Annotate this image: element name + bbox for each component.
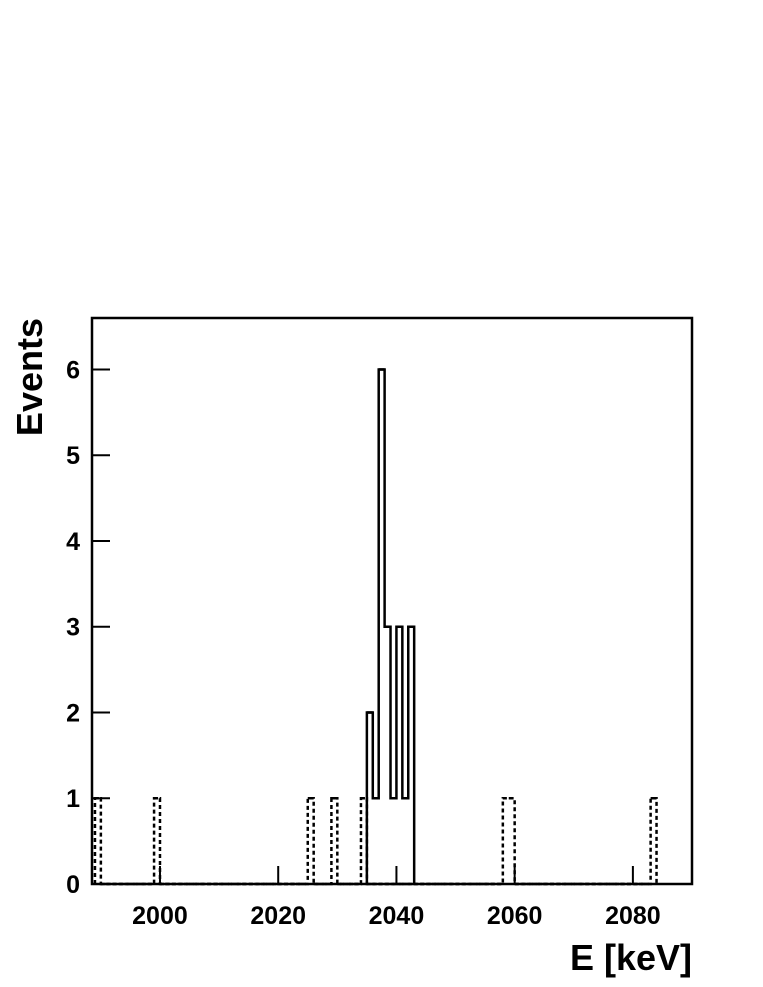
y-tick-label: 6 xyxy=(66,356,80,384)
x-tick-label: 2020 xyxy=(250,902,306,930)
x-tick-label: 2080 xyxy=(605,902,661,930)
y-axis-title: Events xyxy=(9,318,50,436)
x-tick-label: 2040 xyxy=(369,902,425,930)
x-tick-label: 2060 xyxy=(487,902,543,930)
y-tick-label: 5 xyxy=(66,442,80,470)
x-tick-label: 2000 xyxy=(132,902,188,930)
y-tick-label: 3 xyxy=(66,614,80,642)
histogram-outline xyxy=(365,368,416,884)
x-axis-title: E [keV] xyxy=(570,937,692,978)
histogram-outline xyxy=(93,796,658,886)
y-tick-label: 2 xyxy=(66,699,80,727)
y-tick-label: 0 xyxy=(66,871,80,899)
y-tick-label: 4 xyxy=(66,528,80,556)
y-tick-label: 1 xyxy=(66,785,80,813)
